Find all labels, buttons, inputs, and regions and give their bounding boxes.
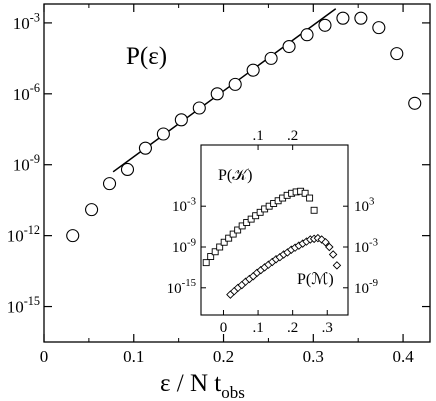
data-point-circle <box>174 113 188 127</box>
inset-left-y-tick-label-base: 10 <box>172 240 187 256</box>
data-point-circle <box>246 63 260 77</box>
y-tick-label-base: 10 <box>7 298 24 317</box>
y-tick-label: 10-3 <box>13 10 40 33</box>
inset-data-point-square <box>220 238 228 246</box>
y-tick-label-exponent: -12 <box>24 223 40 237</box>
inset-data-point-square <box>207 253 215 260</box>
data-point-circle <box>300 28 314 42</box>
data-point-circle <box>66 229 80 243</box>
main-plot-frame <box>43 3 431 343</box>
main-series-label: P(ε) <box>126 43 167 70</box>
inset-right-y-tick-label-exponent: 3 <box>369 195 374 207</box>
inset-axis-ticks <box>201 145 348 315</box>
data-point-circle <box>210 87 224 101</box>
y-tick-label-base: 10 <box>13 156 30 175</box>
inset-series-m-points <box>226 233 342 299</box>
data-point-circle <box>408 96 422 110</box>
inset-left-y-tick-label-base: 10 <box>172 199 187 215</box>
inset-data-point-square <box>310 206 318 214</box>
inset-top-x-tick-label: .2 <box>287 128 298 144</box>
data-point-circle <box>372 21 386 35</box>
inset-data-point-square <box>216 243 224 251</box>
x-axis-label: ε / N tobs <box>160 370 245 401</box>
data-point-circle <box>336 11 350 25</box>
data-point-circle <box>228 77 242 91</box>
x-axis-label-main: ε / N t <box>160 370 221 397</box>
data-point-circle <box>102 177 117 191</box>
y-tick-label: 10-15 <box>7 294 40 317</box>
inset-x-tick-label: .2 <box>287 320 298 336</box>
inset-right-y-tick-label-exponent: -3 <box>369 236 378 248</box>
main-x-tick-labels: 0 0.1 0.2 0.3 0.4 <box>40 347 414 366</box>
inset-series-m-label: P(ℳ) <box>297 271 334 288</box>
main-series-points <box>66 11 422 243</box>
inset-series-k-label: P(𝒦) <box>218 167 252 184</box>
inset-data-point-square <box>301 189 309 197</box>
inset-plot-frame <box>200 144 349 316</box>
main-axis-ticks <box>43 4 430 342</box>
x-tick-label: 0 <box>40 347 49 366</box>
y-tick-label-base: 10 <box>13 14 30 33</box>
inset-x-tick-label: 0 <box>220 320 228 336</box>
data-point-circle <box>192 101 206 115</box>
y-tick-label-base: 10 <box>13 85 30 104</box>
data-point-circle <box>85 203 99 217</box>
inset-left-y-tick-label: 10-15 <box>167 277 196 297</box>
inset-right-y-tick-label: 103 <box>354 195 374 215</box>
inset-top-x-tick-label: .1 <box>252 128 263 144</box>
inset-data-point-diamond <box>325 242 334 252</box>
x-tick-label: 0.4 <box>392 347 414 366</box>
inset-right-y-tick-label: 10-3 <box>354 236 378 256</box>
inset-left-y-tick-label-base: 10 <box>167 281 182 297</box>
y-tick-label-exponent: -9 <box>30 152 40 166</box>
inset-data-point-diamond <box>332 261 342 270</box>
inset-data-point-diamond <box>328 250 338 259</box>
data-point-circle <box>354 11 368 25</box>
inset-left-y-tick-label-exponent: -15 <box>182 277 196 289</box>
data-point-circle <box>156 127 170 141</box>
inset-left-y-tick-label-exponent: -9 <box>187 236 196 248</box>
x-tick-label: 0.1 <box>123 347 144 366</box>
inset-x-tick-label: .1 <box>252 320 263 336</box>
inset-left-y-tick-label-exponent: -3 <box>187 195 196 207</box>
inset-data-point-square <box>306 194 314 202</box>
y-tick-label-base: 10 <box>7 227 24 246</box>
data-point-circle <box>282 39 296 54</box>
inset-data-point-square <box>234 226 242 234</box>
inset-data-point-square <box>229 230 237 238</box>
x-tick-label: 0.3 <box>303 347 324 366</box>
data-point-circle <box>120 162 135 177</box>
x-axis-label-subscript: obs <box>221 383 245 401</box>
inset-data-point-square <box>202 259 210 267</box>
inset-data-point-square <box>211 248 219 256</box>
y-tick-label-exponent: -3 <box>30 10 40 24</box>
inset-left-y-tick-label: 10-9 <box>172 236 196 256</box>
inset-right-y-tick-label-base: 10 <box>354 240 369 256</box>
inset-data-point-diamond <box>321 238 330 247</box>
y-tick-label-exponent: -15 <box>24 294 40 308</box>
data-point-circle <box>390 47 404 61</box>
inset-x-tick-label: .3 <box>322 320 333 336</box>
y-tick-label: 10-6 <box>13 81 40 104</box>
x-tick-label: 0.2 <box>213 347 234 366</box>
inset-left-y-tick-label: 10-3 <box>172 195 196 215</box>
data-point-circle <box>264 51 278 65</box>
inset-right-y-tick-label-base: 10 <box>354 199 369 215</box>
inset-right-y-tick-label: 10-9 <box>354 277 378 297</box>
data-point-circle <box>138 141 152 155</box>
data-point-circle <box>318 18 332 32</box>
inset-data-point-square <box>225 234 233 242</box>
y-tick-label-exponent: -6 <box>30 81 40 95</box>
y-tick-label: 10-9 <box>13 152 40 175</box>
inset-right-y-tick-label-exponent: -9 <box>369 277 378 289</box>
inset-series-k-points <box>202 187 318 267</box>
y-tick-label: 10-12 <box>7 223 40 246</box>
inset-right-y-tick-label-base: 10 <box>354 281 369 297</box>
